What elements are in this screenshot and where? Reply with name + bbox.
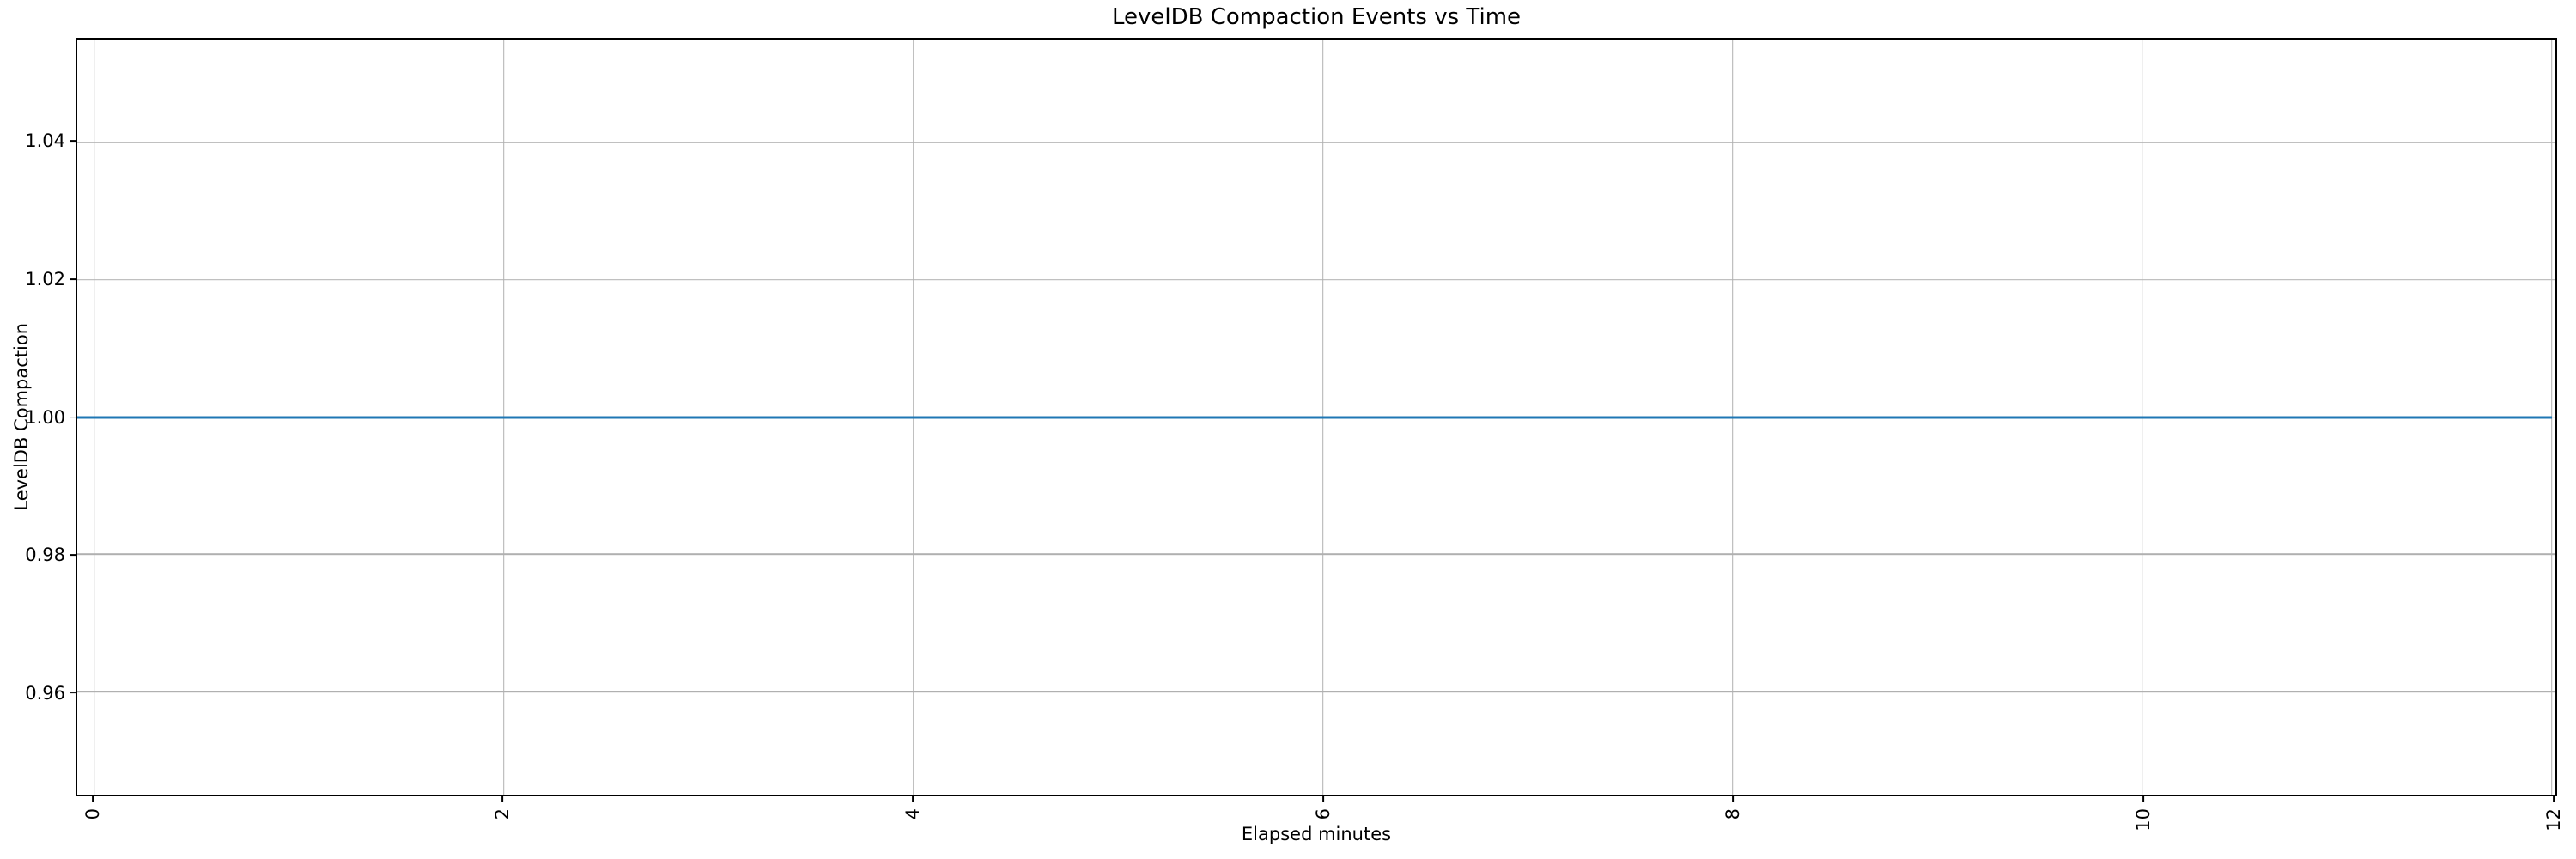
y-tick-mark bbox=[70, 554, 76, 556]
data-line bbox=[77, 416, 2552, 418]
y-tick-label: 1.00 bbox=[25, 406, 65, 428]
y-tick-mark bbox=[70, 278, 76, 280]
x-tick-mark bbox=[91, 796, 94, 802]
x-tick-mark bbox=[2142, 796, 2145, 802]
x-tick-mark bbox=[2552, 796, 2555, 802]
x-axis-label: Elapsed minutes bbox=[1241, 824, 1392, 844]
y-gridline bbox=[77, 691, 2555, 692]
y-gridline bbox=[77, 553, 2555, 556]
x-tick-label: 12 bbox=[2543, 808, 2564, 832]
y-gridline bbox=[77, 278, 2555, 281]
x-tick-mark bbox=[912, 796, 914, 802]
y-tick-label: 1.04 bbox=[25, 131, 65, 152]
x-tick-label: 4 bbox=[902, 808, 924, 820]
x-tick-label: 2 bbox=[492, 808, 513, 820]
y-gridline bbox=[77, 142, 2555, 143]
plot-area bbox=[76, 38, 2557, 796]
x-tick-label: 10 bbox=[2133, 808, 2154, 832]
y-tick-mark bbox=[70, 140, 76, 143]
x-tick-mark bbox=[1321, 796, 1324, 802]
y-tick-label: 0.96 bbox=[25, 682, 65, 704]
x-tick-label: 8 bbox=[1722, 808, 1744, 820]
y-tick-mark bbox=[70, 416, 76, 418]
x-tick-mark bbox=[501, 796, 504, 802]
x-tick-mark bbox=[1732, 796, 1735, 802]
y-tick-mark bbox=[70, 691, 76, 694]
chart-title: LevelDB Compaction Events vs Time bbox=[1111, 4, 1522, 30]
x-tick-label: 0 bbox=[82, 808, 103, 820]
x-tick-label: 6 bbox=[1312, 808, 1334, 820]
y-tick-label: 0.98 bbox=[25, 545, 65, 566]
y-tick-label: 1.02 bbox=[25, 268, 65, 289]
